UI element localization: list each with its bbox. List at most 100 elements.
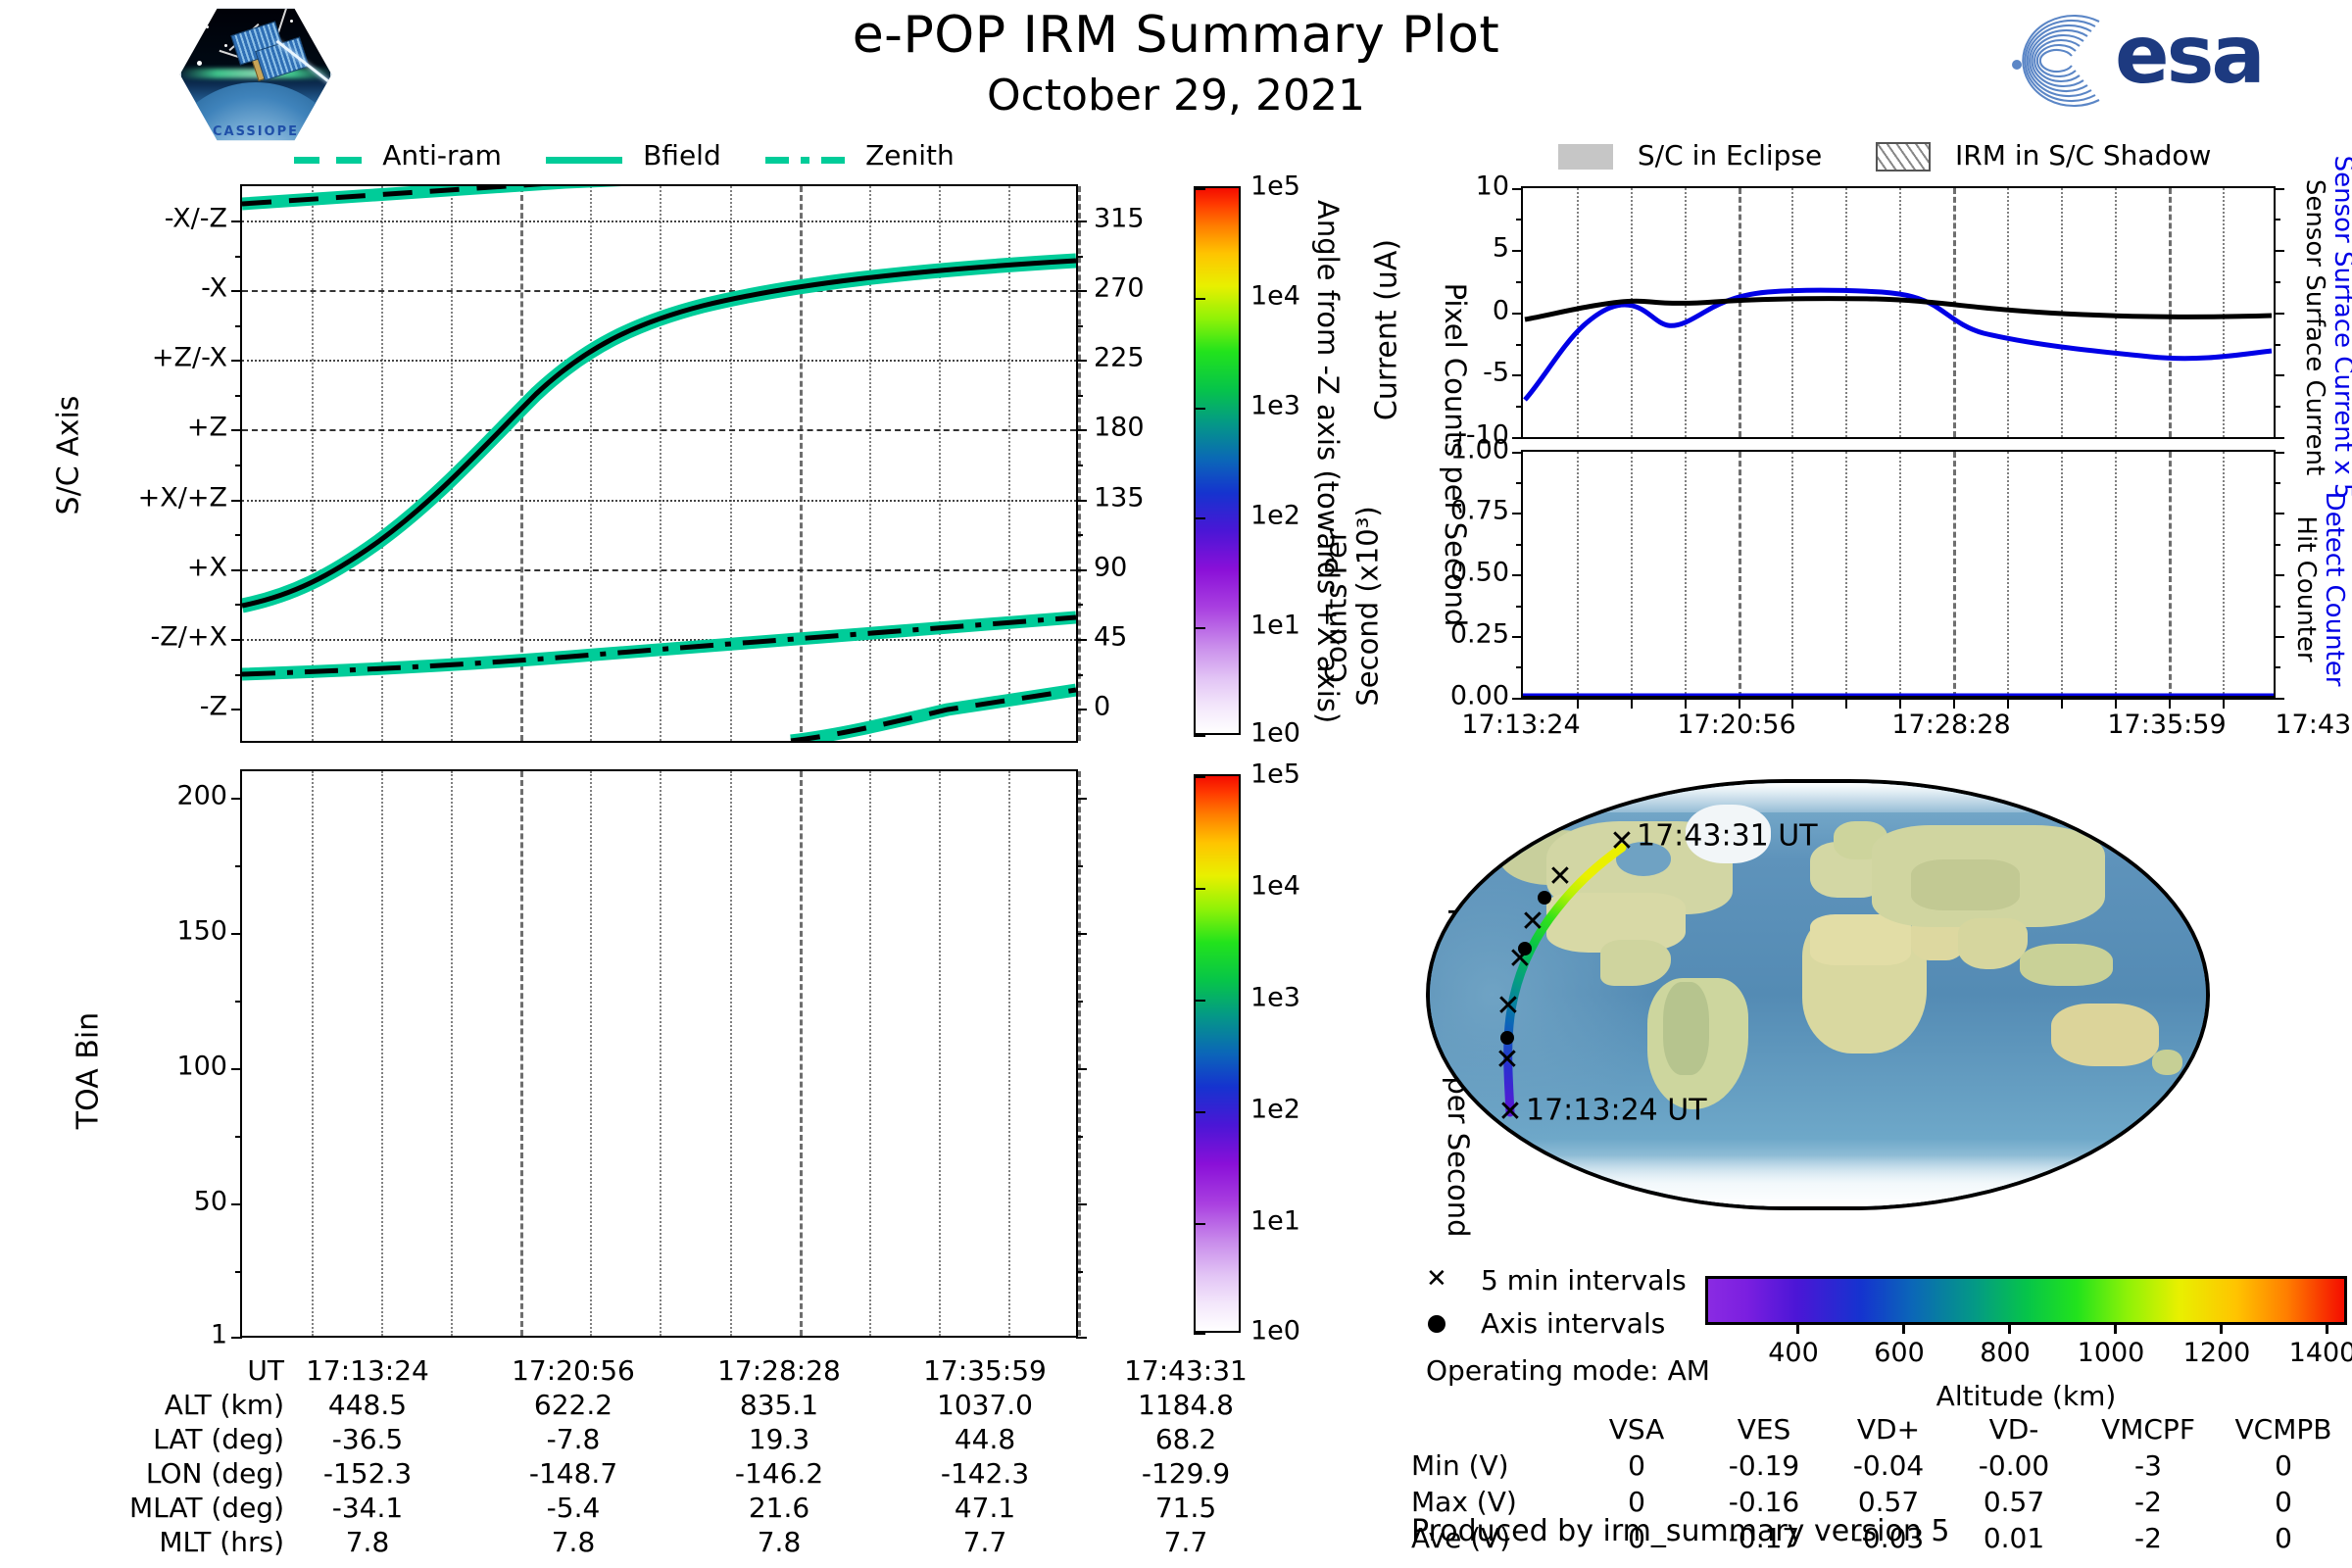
voltage-header: VD+ <box>1856 1413 1921 1446</box>
table-cell: 44.8 <box>954 1423 1016 1455</box>
table-cell: 17:43:31 <box>1124 1354 1248 1387</box>
counts-yaxis-title-line2: Second (x10³) <box>1351 506 1385 707</box>
track-marker-dot <box>1500 1031 1514 1045</box>
table-cell: -34.1 <box>331 1492 404 1524</box>
ground-track-map[interactable]: ✕ ✕ ✕ ✕ ✕ ✕ ✕ 17:43:31 UT 17:13:24 UT <box>1426 779 2210 1210</box>
cbar-tick-label: 1e1 <box>1250 1205 1300 1237</box>
current-plot[interactable] <box>1512 186 2284 439</box>
world-globe: ✕ ✕ ✕ ✕ ✕ ✕ ✕ <box>1426 779 2210 1210</box>
row-label-mlt: MLT (hrs) <box>159 1526 284 1558</box>
altbar-tick-label: 1000 <box>2077 1338 2145 1368</box>
legend-x-marker-icon: ✕ <box>1426 1264 1447 1294</box>
xtick-label: 17:20:56 <box>1677 710 1796 740</box>
ytick-label: 0 <box>1492 295 1509 326</box>
voltage-header: VCMPB <box>2234 1413 2332 1446</box>
cbar-tick-label: 1e3 <box>1250 390 1300 421</box>
cbar-tick-label: 1e4 <box>1250 280 1300 312</box>
ytick-label: +Z <box>186 412 227 443</box>
track-marker-x-end: ✕ <box>1609 824 1635 858</box>
track-marker-x: ✕ <box>1494 1043 1520 1077</box>
voltage-cell: -0.16 <box>1728 1486 1800 1518</box>
ytick-label: 200 <box>176 780 227 811</box>
current-yaxis-title: Current (uA) <box>1369 238 1404 421</box>
operating-mode-label: Operating mode: AM <box>1426 1354 1710 1387</box>
track-marker-x: ✕ <box>1495 989 1521 1023</box>
ytick-label: 0.25 <box>1449 618 1509 650</box>
table-cell: 7.8 <box>345 1526 390 1558</box>
ytick-label: 100 <box>176 1051 227 1082</box>
ytick-label: 50 <box>193 1186 227 1217</box>
voltage-header: VSA <box>1608 1413 1665 1446</box>
table-cell: 71.5 <box>1154 1492 1217 1524</box>
table-cell: -146.2 <box>734 1457 824 1490</box>
ytick-label: -Z <box>199 691 227 722</box>
ytick-label: +Z/-X <box>151 342 227 373</box>
xtick-label: 17:13:24 <box>1461 710 1581 740</box>
pixel-counts-colorbar <box>1194 186 1241 737</box>
voltage-cell: 0 <box>2275 1449 2292 1482</box>
y2tick-label: 90 <box>1094 552 1128 583</box>
voltage-cell: 0 <box>2275 1522 2292 1554</box>
y2tick-label: 180 <box>1094 412 1145 443</box>
attitude-y2tick-labels: 315 270 225 180 135 90 45 0 <box>1094 184 1201 743</box>
toa-yaxis-title: TOA Bin <box>71 1011 106 1130</box>
table-cell: 7.8 <box>551 1526 596 1558</box>
attitude-yaxis-title: S/C Axis <box>51 395 86 515</box>
row-label-alt: ALT (km) <box>164 1389 284 1421</box>
voltage-cell: -0.04 <box>1852 1449 1925 1482</box>
attitude-plot[interactable] <box>231 184 1087 743</box>
legend-label-irm-shadow: IRM in S/C Shadow <box>1955 139 2212 172</box>
toa-bin-plot[interactable] <box>231 769 1087 1339</box>
page-title: e-POP IRM Summary Plot <box>852 6 1500 65</box>
table-cell: -7.8 <box>546 1423 601 1455</box>
ytick-label: 1 <box>210 1319 227 1350</box>
table-cell: 47.1 <box>954 1492 1016 1524</box>
y2tick-label: 45 <box>1094 621 1128 653</box>
ytick-label: 0.00 <box>1449 680 1509 711</box>
map-legend: ✕ 5 min intervals Axis intervals Operati… <box>1426 1264 1838 1394</box>
table-cell: 622.2 <box>533 1389 613 1421</box>
voltage-cell: 0 <box>2275 1486 2292 1518</box>
voltage-table: VSA VES VD+ VD- VMCPF VCMPB Min (V) 0 -0… <box>1411 1413 2332 1554</box>
voltage-cell: -0.00 <box>1978 1449 2050 1482</box>
legend-dot-marker-icon <box>1428 1315 1446 1333</box>
ytick-label: +X/+Z <box>137 482 227 514</box>
shadow-hatch-swatch <box>1876 142 1932 172</box>
counts-xtick-labels: 17:13:24 17:20:56 17:28:28 17:35:59 17:4… <box>1461 710 2352 749</box>
pixel-colorbar-ticklabels: 1e5 1e4 1e3 1e2 1e1 1e0 <box>1250 172 1368 749</box>
cbar-tick-label: 1e2 <box>1250 500 1300 531</box>
altbar-tick-label: 400 <box>1768 1338 1819 1368</box>
footer-produced-by: Produced by irm_summary version 5 <box>1411 1514 1950 1548</box>
bfield-line-swatch <box>546 157 622 164</box>
tof-counts-colorbar <box>1194 774 1241 1335</box>
ytick-label: -X/-Z <box>164 203 227 234</box>
legend-label-5min: 5 min intervals <box>1481 1264 1687 1297</box>
table-cell: 7.7 <box>962 1526 1007 1558</box>
legend-label-axis-intervals: Axis intervals <box>1481 1307 1666 1340</box>
voltage-cell: -2 <box>2134 1522 2162 1554</box>
table-cell: 448.5 <box>327 1389 408 1421</box>
attitude-legend: Anti-ram Bfield Zenith <box>294 139 1039 178</box>
ytick-label: -5 <box>1483 357 1509 388</box>
zenith-dashdot-swatch-b <box>800 157 809 164</box>
voltage-cell: -0.19 <box>1728 1449 1800 1482</box>
track-marker-x: ✕ <box>1547 859 1573 894</box>
current-ytick-labels: 10 5 0 -5 -10 <box>1392 172 1509 451</box>
toa-ytick-labels: 200 150 100 50 1 <box>108 769 227 1350</box>
ytick-label: 0.75 <box>1449 495 1509 526</box>
legend-label-sc-eclipse: S/C in Eclipse <box>1637 139 1823 172</box>
cbar-tick-label: 1e0 <box>1250 1315 1300 1347</box>
table-cell: 835.1 <box>739 1389 819 1421</box>
y2tick-label: 315 <box>1094 203 1145 234</box>
xtick-label: 17:43:31 <box>2275 710 2352 740</box>
legend-label-anti-ram: Anti-ram <box>382 139 502 172</box>
cbar-tick-label: 1e5 <box>1250 171 1300 202</box>
table-cell: 17:28:28 <box>717 1354 841 1387</box>
anti-ram-dash-swatch-2 <box>336 157 363 164</box>
voltage-cell: -0.17 <box>1728 1522 1800 1554</box>
xtick-label: 17:35:59 <box>2107 710 2227 740</box>
esa-wordmark: esa <box>2115 9 2266 102</box>
table-cell: 17:13:24 <box>306 1354 429 1387</box>
track-marker-dot <box>1538 891 1551 905</box>
counts-plot[interactable] <box>1512 450 2284 709</box>
